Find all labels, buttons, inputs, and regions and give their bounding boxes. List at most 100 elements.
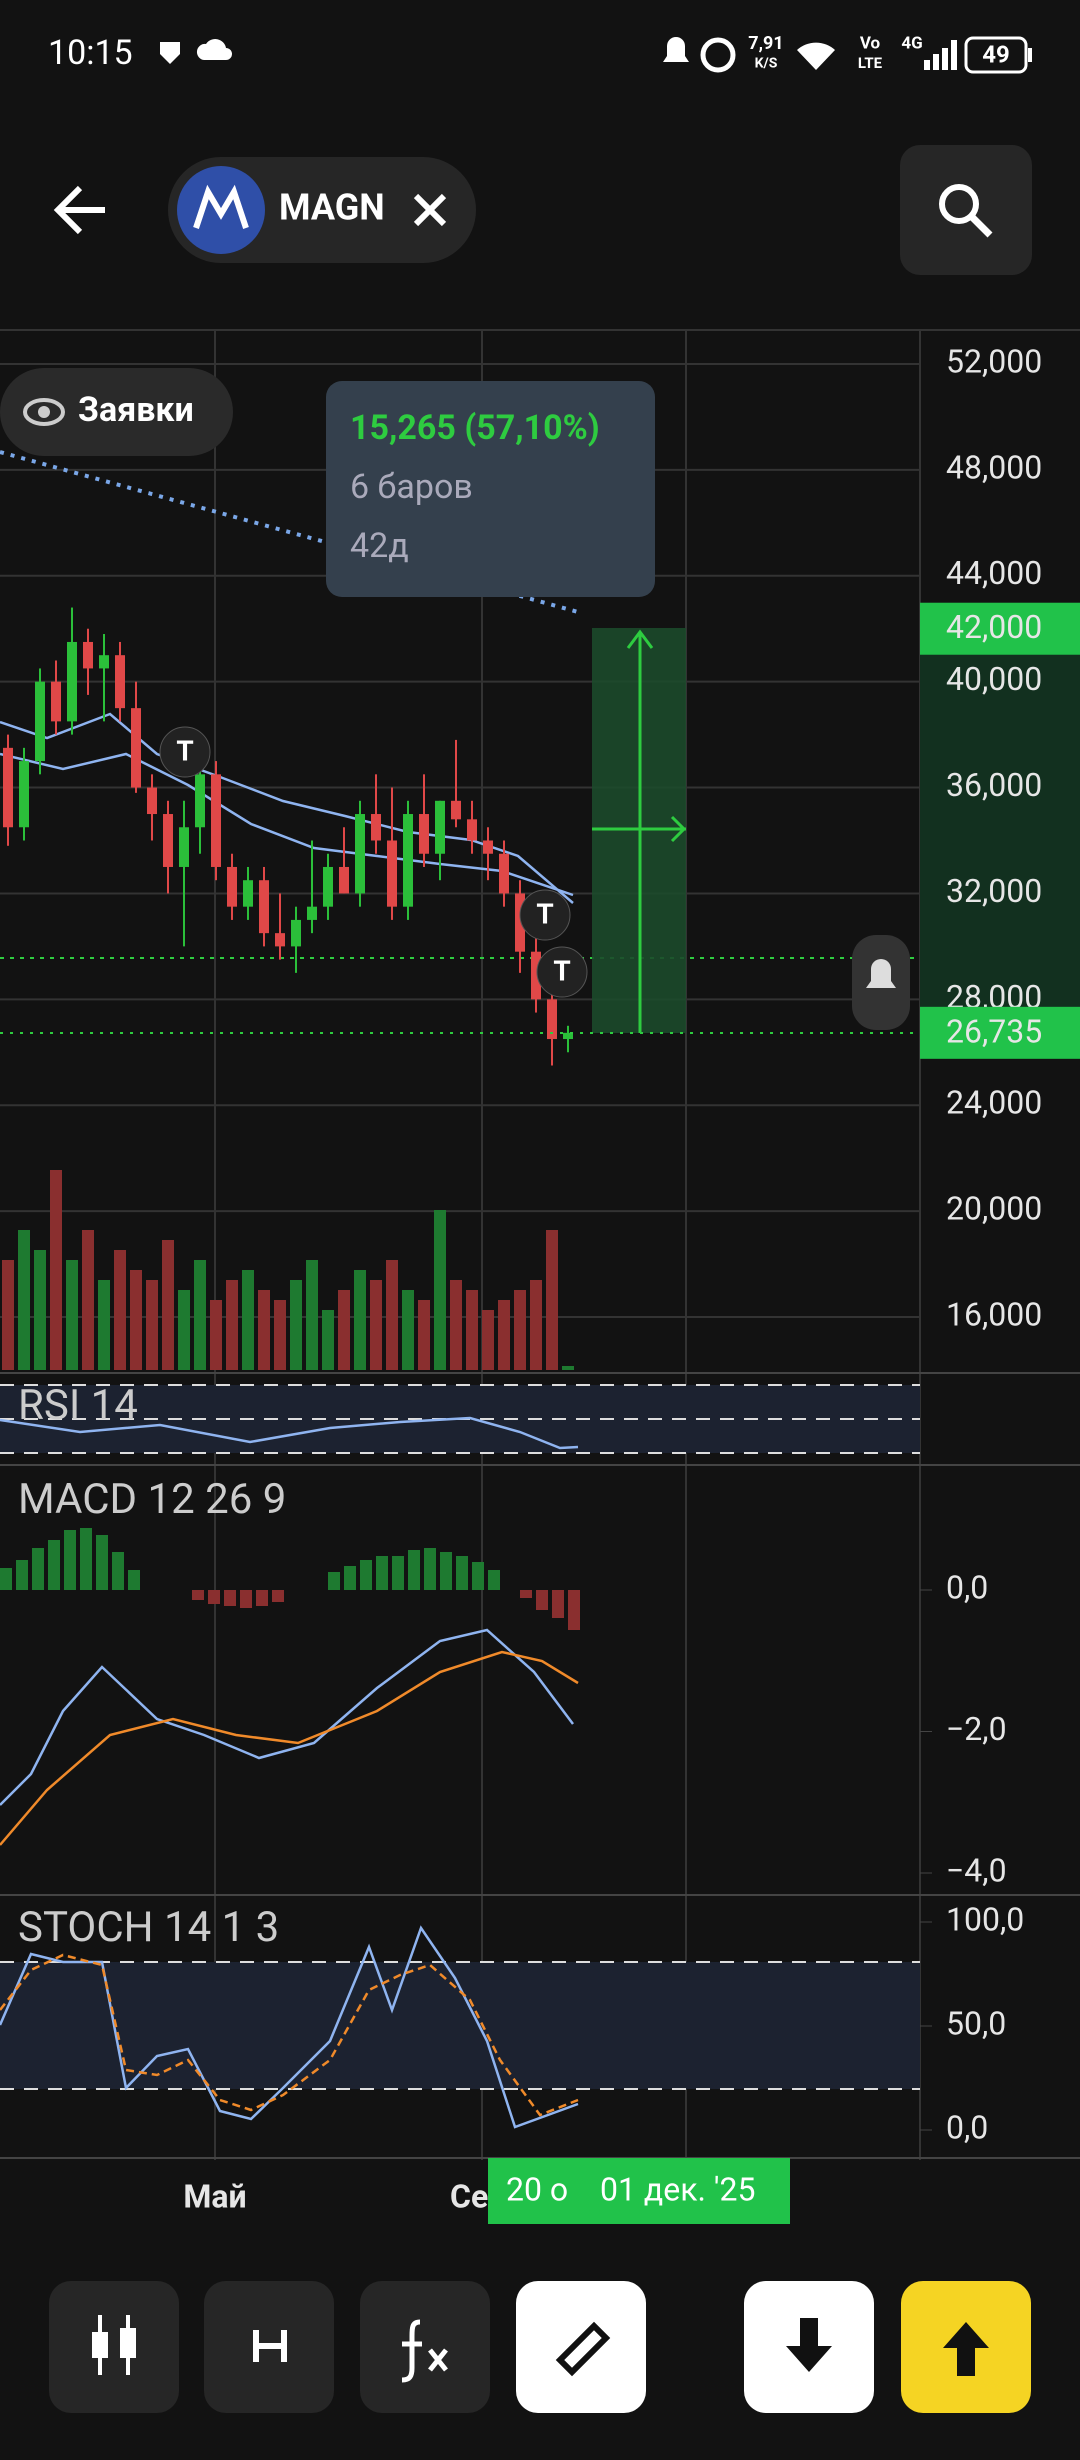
volume-bar [450,1280,462,1370]
candle-body [243,880,253,907]
search-icon [939,184,979,224]
price-badge-label: 26,735 [946,1012,1042,1050]
candles-button[interactable] [49,2281,179,2413]
stoch-band [0,1962,920,2089]
eye-icon [38,406,50,418]
candle-body [467,819,477,841]
tooltip-bars: 6 баров [350,467,473,507]
stoch-levels [0,1961,920,2090]
volume-bar [178,1290,190,1370]
candle-body [227,866,237,907]
cloud-icon [196,39,232,60]
candle-body [131,708,141,788]
volume-bar [514,1290,526,1370]
candle-body [371,814,381,841]
indicators-button[interactable] [360,2281,490,2413]
ruler-button[interactable] [516,2281,646,2413]
rsi-label: RSI 14 [18,1381,138,1430]
svg-text:T: T [176,734,193,767]
volume-bar [546,1230,558,1370]
macd-histogram [192,1590,580,1630]
candle-body [211,774,221,867]
label-sep [592,2160,596,2222]
candles [3,607,573,1066]
candle-body [163,814,173,867]
price-tick-label: 40,000 [946,660,1042,698]
wifi-icon [797,42,835,70]
candle-body [515,893,525,952]
candle-body [323,866,333,907]
volume-bar [114,1250,126,1370]
candle-body [195,774,205,828]
rsi-line [0,1416,579,1450]
price-axis: 52,00048,00044,00040,00036,00032,00028,0… [920,342,1080,1333]
candle-body [291,919,301,947]
svg-text:T: T [553,954,570,987]
moving-average [0,752,574,897]
speed-unit: K/S [755,56,778,72]
network: 4G [901,33,922,53]
orders-label: Заявки [78,390,194,430]
volume-bar [194,1260,206,1370]
bell-icon [866,959,896,988]
trade-markers: T T T [159,726,588,998]
volume-bar [498,1300,510,1370]
eye-icon [23,398,65,426]
indicator-tick-label: −4,0 [946,1851,1007,1889]
volte: Vo [860,33,881,53]
candle-body [499,853,509,894]
candle-body [435,800,445,854]
price-tick-label: 48,000 [946,448,1042,486]
speed: 7,91 [748,33,783,54]
macd-label: MACD 12 26 9 [18,1475,286,1524]
indicator-tick-label: 0,0 [946,2108,988,2146]
volume-bar [418,1300,430,1370]
crosshair-start: 20 о [506,2170,568,2208]
volume-bar [402,1290,414,1370]
stoch-label: STOCH 14 1 3 [18,1903,279,1952]
volume-bar [82,1230,94,1370]
close-chip[interactable] [413,193,447,227]
volume-bar [130,1270,142,1370]
price-tick-label: 32,000 [946,872,1042,910]
price-tick-label: 24,000 [946,1084,1042,1122]
volume-bar [530,1280,542,1370]
shield-icon [160,42,180,64]
candle-body [99,655,109,669]
back-button[interactable] [53,185,105,235]
x-label: Се [450,2177,488,2215]
toolbar [49,2281,1031,2413]
volume-bar [338,1290,350,1370]
volume-bar [290,1280,302,1370]
candle-body [403,814,413,907]
volte: LTE [858,54,883,72]
candle-body [387,840,397,907]
indicator-tick-label: 0,0 [946,1568,988,1606]
indicator-tick-label: −2,0 [946,1710,1007,1748]
volume-bar [370,1280,382,1370]
volume-bar [274,1300,286,1370]
candle-body [67,641,77,722]
candle-body [83,641,93,669]
orders-button[interactable] [0,368,233,456]
ticker: MAGN [279,187,385,229]
x-label: Май [183,2177,246,2215]
candle-body [563,1032,573,1040]
price-badge [920,1006,1080,1059]
alarm-icon [700,37,736,73]
volume [2,1170,574,1370]
volume-bar [354,1270,366,1370]
price-tick-label: 16,000 [946,1295,1042,1333]
candle-body [307,906,317,920]
search-button[interactable] [900,145,1032,275]
tooltip [326,381,655,597]
volume-bar [242,1270,254,1370]
volume-bar [18,1230,30,1370]
volume-bar [226,1280,238,1370]
volume-bar [146,1280,158,1370]
volume-bar [258,1290,270,1370]
price-tick-label: 36,000 [946,766,1042,804]
indicator-axes: 0,0 −2,0 −4,0 100,0 50,0 0,0 [920,1568,1024,2146]
